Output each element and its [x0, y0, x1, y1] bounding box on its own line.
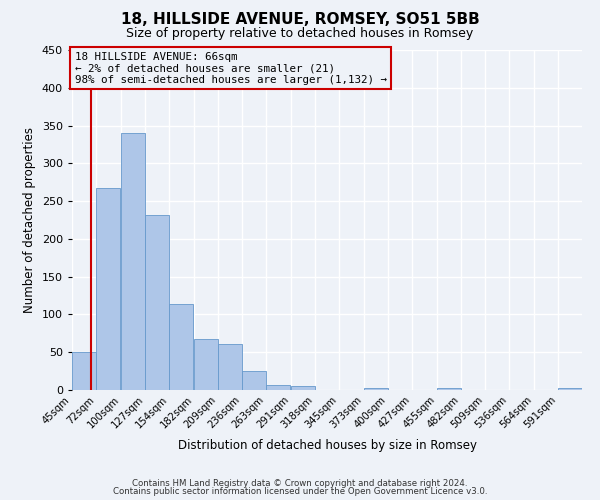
Text: Size of property relative to detached houses in Romsey: Size of property relative to detached ho… [127, 28, 473, 40]
X-axis label: Distribution of detached houses by size in Romsey: Distribution of detached houses by size … [178, 439, 476, 452]
Bar [169, 304, 193, 390]
Text: 18 HILLSIDE AVENUE: 66sqm
← 2% of detached houses are smaller (21)
98% of semi-d: 18 HILLSIDE AVENUE: 66sqm ← 2% of detach… [74, 52, 386, 84]
Bar [291, 386, 315, 390]
Y-axis label: Number of detached properties: Number of detached properties [23, 127, 36, 313]
Bar [96, 188, 120, 390]
Bar [121, 133, 145, 390]
Bar [242, 371, 266, 390]
Bar [437, 388, 461, 390]
Bar [72, 352, 96, 390]
Text: Contains public sector information licensed under the Open Government Licence v3: Contains public sector information licen… [113, 487, 487, 496]
Bar [266, 384, 290, 390]
Bar [145, 214, 169, 390]
Bar [558, 388, 582, 390]
Bar [364, 388, 388, 390]
Text: Contains HM Land Registry data © Crown copyright and database right 2024.: Contains HM Land Registry data © Crown c… [132, 478, 468, 488]
Bar [218, 344, 242, 390]
Text: 18, HILLSIDE AVENUE, ROMSEY, SO51 5BB: 18, HILLSIDE AVENUE, ROMSEY, SO51 5BB [121, 12, 479, 28]
Bar [194, 340, 218, 390]
